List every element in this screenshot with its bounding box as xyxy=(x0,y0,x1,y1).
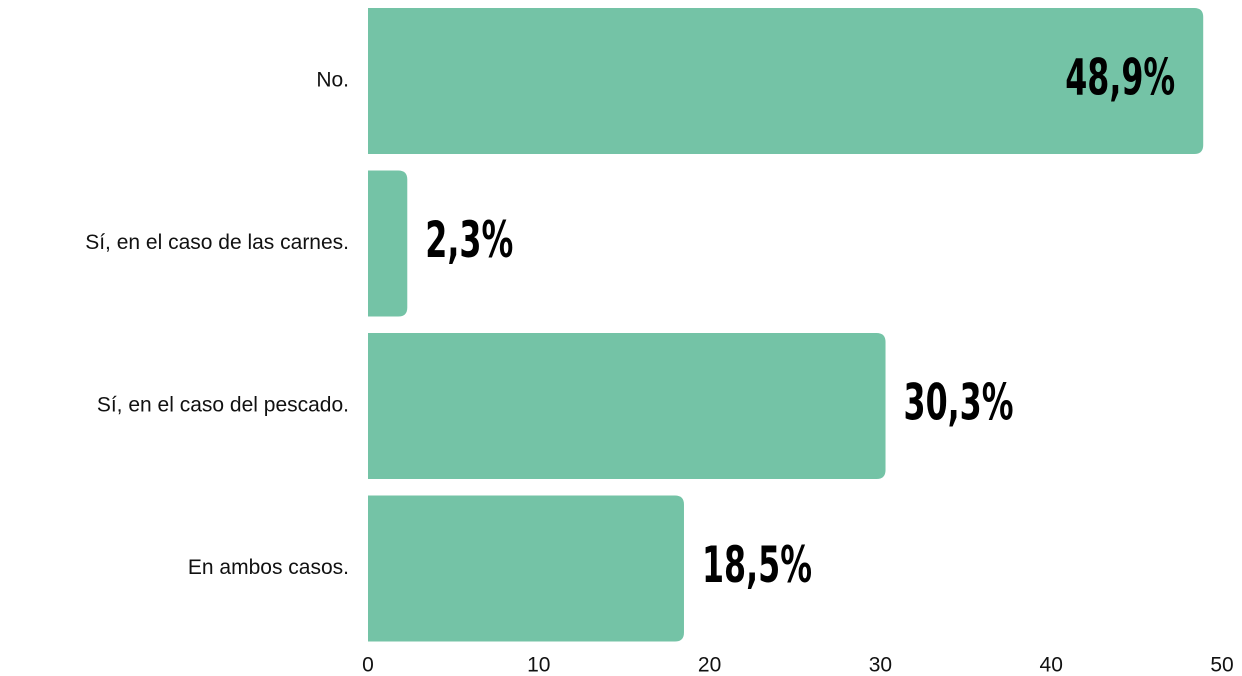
bars-group xyxy=(368,8,1204,642)
bar xyxy=(368,495,684,642)
value-label: 2,3% xyxy=(425,211,513,269)
value-label: 30,3% xyxy=(904,374,1014,432)
x-tick-label: 20 xyxy=(698,654,721,676)
value-labels: 48,9% 2,3% 30,3% 18,5% xyxy=(425,49,1175,595)
x-tick-label: 10 xyxy=(527,654,550,676)
x-tick-label: 30 xyxy=(869,654,892,676)
category-label: En ambos casos. xyxy=(188,556,349,579)
x-axis-ticks: 0 10 20 30 40 50 xyxy=(362,654,1234,676)
value-label: 48,9% xyxy=(1065,49,1175,107)
category-labels: No. Sí, en el caso de las carnes. Sí, en e… xyxy=(85,69,349,580)
category-label: Sí, en el caso del pescado. xyxy=(97,394,349,417)
x-tick-label: 0 xyxy=(362,654,374,676)
bar xyxy=(368,333,886,479)
x-tick-label: 50 xyxy=(1210,654,1233,676)
category-label: Sí, en el caso de las carnes. xyxy=(85,231,349,254)
bar xyxy=(368,8,1204,154)
category-label: No. xyxy=(316,69,349,92)
x-tick-label: 40 xyxy=(1040,654,1063,676)
bar xyxy=(368,170,408,317)
value-label: 18,5% xyxy=(702,536,812,594)
